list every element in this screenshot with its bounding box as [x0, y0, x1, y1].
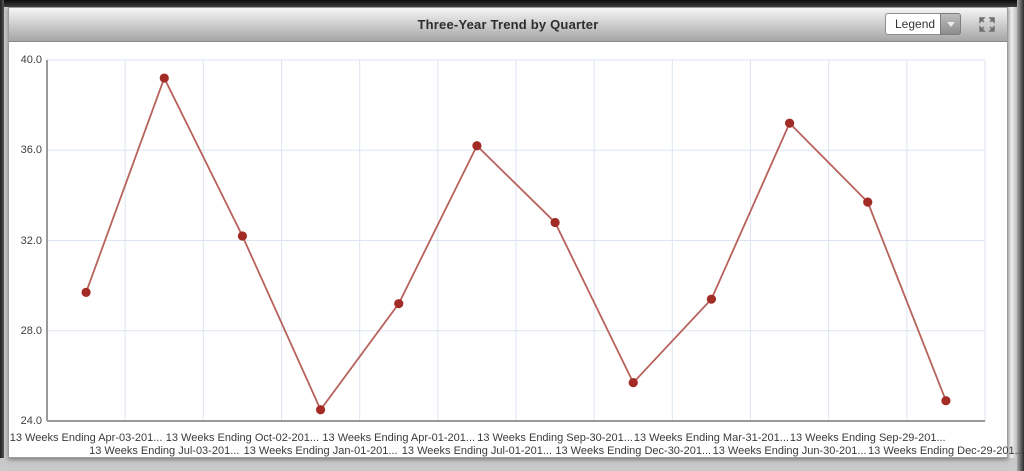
expand-arrows-icon [979, 17, 995, 32]
legend-dropdown[interactable]: Legend [885, 13, 961, 35]
data-point-marker[interactable] [550, 217, 560, 228]
chart-title: Three-Year Trend by Quarter [417, 17, 599, 32]
legend-dropdown-value[interactable]: Legend [885, 13, 940, 35]
data-point-marker[interactable] [394, 299, 404, 309]
trend-chart-svg [46, 59, 986, 422]
data-point-marker[interactable] [863, 197, 873, 207]
chart-panel: Three-Year Trend by Quarter Legend 40.0 3… [8, 7, 1024, 458]
x-axis-tick-label: 13 Weeks Ending Jul-01-201... [401, 445, 553, 457]
x-axis-tick-label: 13 Weeks Ending Jun-30-201... [712, 445, 867, 457]
data-point-marker[interactable] [315, 405, 326, 415]
data-point-marker[interactable] [159, 73, 169, 83]
legend-dropdown-arrow-button[interactable] [940, 13, 961, 35]
data-point-marker[interactable] [706, 294, 717, 304]
expand-button[interactable] [978, 16, 996, 33]
x-axis-tick-label: 13 Weeks Ending Sep-30-201... [477, 432, 633, 444]
data-point-marker[interactable] [81, 287, 91, 297]
window-left-edge [0, 0, 4, 458]
data-point-marker[interactable] [628, 378, 638, 388]
y-axis-tick-label: 40.0 [20, 54, 42, 66]
x-axis-tick-label: 13 Weeks Ending Jan-01-201... [243, 445, 398, 457]
chevron-down-icon [946, 21, 955, 27]
x-axis-tick-label: 13 Weeks Ending Dec-29-201... [868, 445, 1024, 457]
x-axis-tick-label: 13 Weeks Ending Sep-29-201... [789, 432, 946, 444]
chart-panel-header: Three-Year Trend by Quarter Legend [9, 8, 1007, 42]
data-point-marker[interactable] [784, 118, 795, 128]
y-axis-tick-label: 32.0 [20, 234, 42, 247]
y-axis-tick-label: 36.0 [20, 144, 42, 157]
x-axis-tick-label: 13 Weeks Ending Apr-01-201... [322, 432, 476, 444]
data-point-marker[interactable] [941, 396, 951, 406]
window-right-gutter [1008, 7, 1017, 458]
window-top-edge [0, 0, 1024, 7]
y-axis-tick-label: 28.0 [20, 324, 42, 337]
x-axis-tick-label: 13 Weeks Ending Oct-02-201... [165, 432, 320, 444]
trend-line [85, 75, 947, 412]
data-point-marker[interactable] [472, 141, 482, 151]
data-point-marker[interactable] [237, 231, 248, 241]
x-axis-tick-label: 13 Weeks Ending Mar-31-201... [633, 432, 789, 444]
window-right-edge [1017, 0, 1024, 471]
x-axis-tick-label: 13 Weeks Ending Apr-03-201... [9, 432, 163, 444]
y-axis-tick-label: 24.0 [20, 415, 42, 427]
chart-plot-area: 40.0 36.0 32.0 28.0 24.0 13 Weeks Ending Apr… [9, 41, 1024, 457]
x-axis-tick-label: 13 Weeks Ending Dec-30-201... [555, 445, 712, 457]
x-axis-tick-label: 13 Weeks Ending Jul-03-201... [89, 445, 240, 457]
